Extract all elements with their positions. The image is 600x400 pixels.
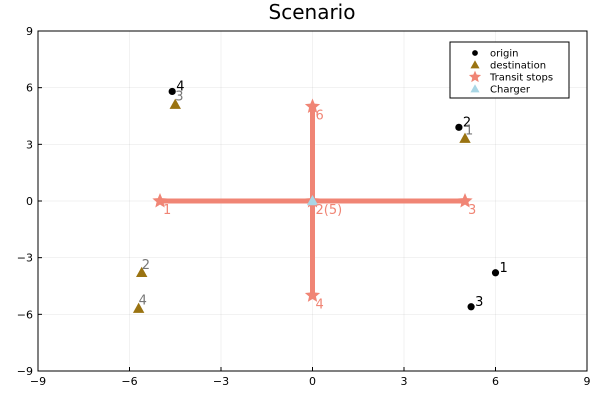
destination-label: 1 xyxy=(465,124,473,139)
transit-stops-label: 2(5) xyxy=(316,203,343,218)
y-tick-label: −9 xyxy=(17,365,33,378)
origin-point xyxy=(455,123,463,131)
x-tick-label: 6 xyxy=(492,375,499,388)
y-tick-label: −3 xyxy=(17,252,33,265)
x-tick-label: −3 xyxy=(213,375,229,388)
transit-stops-point xyxy=(304,287,321,302)
legend-marker-destination xyxy=(470,60,480,69)
legend-box xyxy=(449,41,570,99)
y-tick-label: 0 xyxy=(26,195,33,208)
transit-stops-label: 6 xyxy=(316,109,324,124)
y-tick-label: 9 xyxy=(26,25,33,38)
destination-point xyxy=(169,98,181,109)
legend-marker-origin xyxy=(472,50,478,56)
x-tick-label: 3 xyxy=(401,375,408,388)
origin-label: 2 xyxy=(463,115,471,130)
legend-label-transit-stops: Transit stops xyxy=(489,73,553,84)
transit-stops-point xyxy=(152,193,168,208)
destination-point xyxy=(459,132,471,143)
origin-label: 1 xyxy=(500,261,508,276)
charger-point xyxy=(306,195,319,206)
transit-stops-point xyxy=(457,193,473,208)
x-tick-label: 0 xyxy=(309,375,316,388)
destination-point xyxy=(136,266,148,277)
origin-point xyxy=(168,87,176,96)
legend-label-charger: Charger xyxy=(490,85,531,96)
y-tick-label: −6 xyxy=(17,308,33,321)
transit-stops-label: 4 xyxy=(316,297,324,312)
legend-marker-charger xyxy=(470,84,480,93)
legend-label-origin: origin xyxy=(490,49,518,60)
destination-label: 3 xyxy=(175,90,183,105)
origin-point xyxy=(467,303,475,311)
x-tick-label: 9 xyxy=(584,375,591,388)
origin-label: 3 xyxy=(475,295,483,310)
origin-point xyxy=(491,269,500,277)
origin-label: 4 xyxy=(176,79,184,94)
y-axis-ticks: −9 −6 −3 0 3 6 9 xyxy=(17,25,42,378)
y-tick-label: 3 xyxy=(26,138,33,151)
transit-stops-point xyxy=(304,98,321,114)
legend-label-destination: destination xyxy=(490,61,546,72)
transit-stops-label: 1 xyxy=(163,203,171,218)
legend-marker-transit-stops xyxy=(468,70,482,83)
destination-label: 2 xyxy=(142,258,150,273)
chart-marks xyxy=(132,87,500,313)
destination-label: 4 xyxy=(139,294,147,309)
x-tick-label: −9 xyxy=(30,375,46,388)
y-tick-label: 6 xyxy=(26,82,33,95)
x-tick-label: −6 xyxy=(121,375,137,388)
transit-stops-label: 3 xyxy=(468,203,476,218)
chart-title: Scenario xyxy=(269,0,356,24)
x-axis-ticks: −9 −6 −3 0 3 6 9 xyxy=(30,367,591,388)
destination-point xyxy=(132,302,145,313)
